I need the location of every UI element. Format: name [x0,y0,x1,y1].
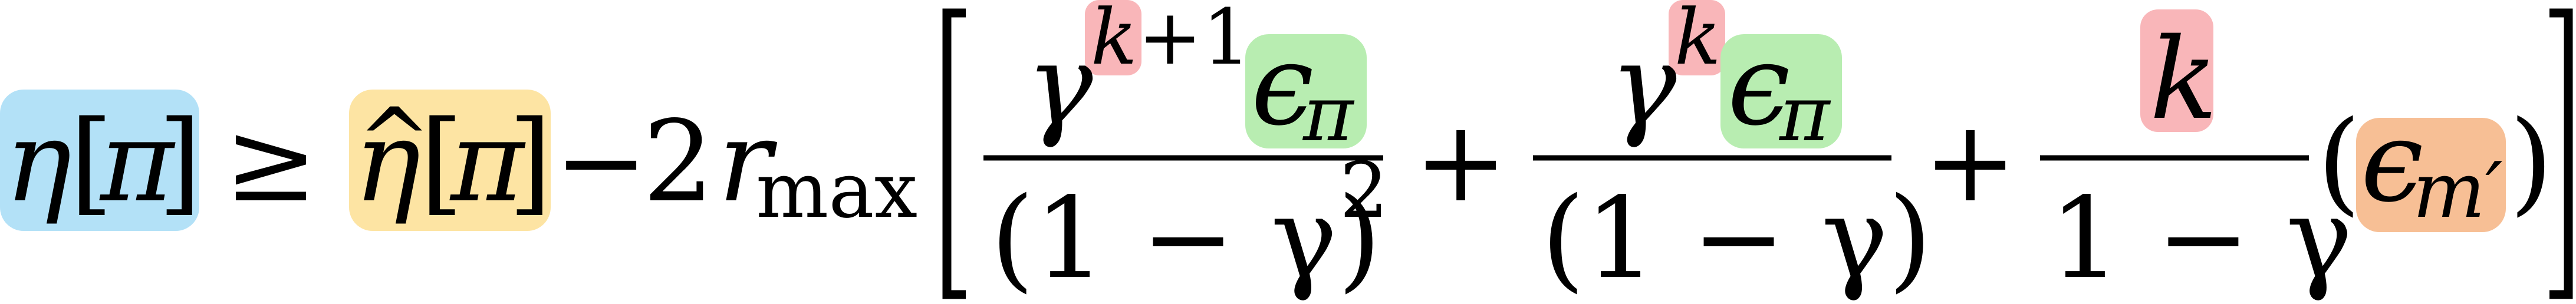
big-close-bracket [2549,8,2573,299]
geq-symbol: ≥ [224,97,318,227]
term1-eps-sub: π [1302,69,1355,158]
highlight-eta-pi [0,90,199,231]
highlight-k-numerator [2140,9,2213,132]
estimate-hat: ^ [357,90,432,192]
lhs-close-bracket: ] [158,97,202,227]
term2-epsilon: ϵ [1728,20,1790,150]
estimate-eta: η [354,97,421,227]
plus-sign-2: + [1923,97,2017,227]
highlight-eps-pi-2 [1720,34,1842,148]
term1-exp-k: k [1091,0,1137,82]
estimate-pi: π [449,97,526,227]
estimate-open-bracket: [ [420,97,463,227]
lhs-open-bracket: [ [70,97,113,227]
term1-denominator-exp: 2 [1340,146,1389,235]
term2-denominator: (1 − γ) [1541,173,1932,303]
highlight-eta-hat-pi [349,90,551,231]
term1-denominator: (1 − γ) [991,173,1381,303]
coefficient-two: 2 [643,97,714,227]
highlight-eps-pi-1 [1245,34,1367,148]
minus-sign: − [554,97,648,227]
term1-epsilon: ϵ [1251,20,1314,150]
term3-close-paren: ) [2509,97,2553,227]
plus-sign-1: + [1414,97,1508,227]
term3-eps-sub: m′ [2413,146,2503,235]
term1-exp-plus-one: +1 [1138,0,1251,82]
r-symbol: r [718,97,778,227]
lhs-pi: π [99,97,176,227]
term2-exp-k: k [1674,0,1721,82]
highlight-eps-m [2356,118,2506,232]
highlight-exp-k-2 [1669,0,1725,75]
term3-numerator-k: k [2150,14,2218,144]
term3-denominator: 1 − γ [2049,173,2353,303]
r-subscript-max: max [756,146,917,235]
estimate-close-bracket: ] [508,97,552,227]
term3-open-paren: ( [2317,97,2361,227]
highlight-exp-k-1 [1085,0,1141,75]
term2-gamma: γ [1610,20,1677,150]
term2-eps-sub: π [1778,69,1831,158]
term3-epsilon: ϵ [2361,97,2423,227]
big-open-bracket [942,8,966,299]
lhs-eta: η [5,97,72,227]
term1-gamma: γ [1026,20,1093,150]
